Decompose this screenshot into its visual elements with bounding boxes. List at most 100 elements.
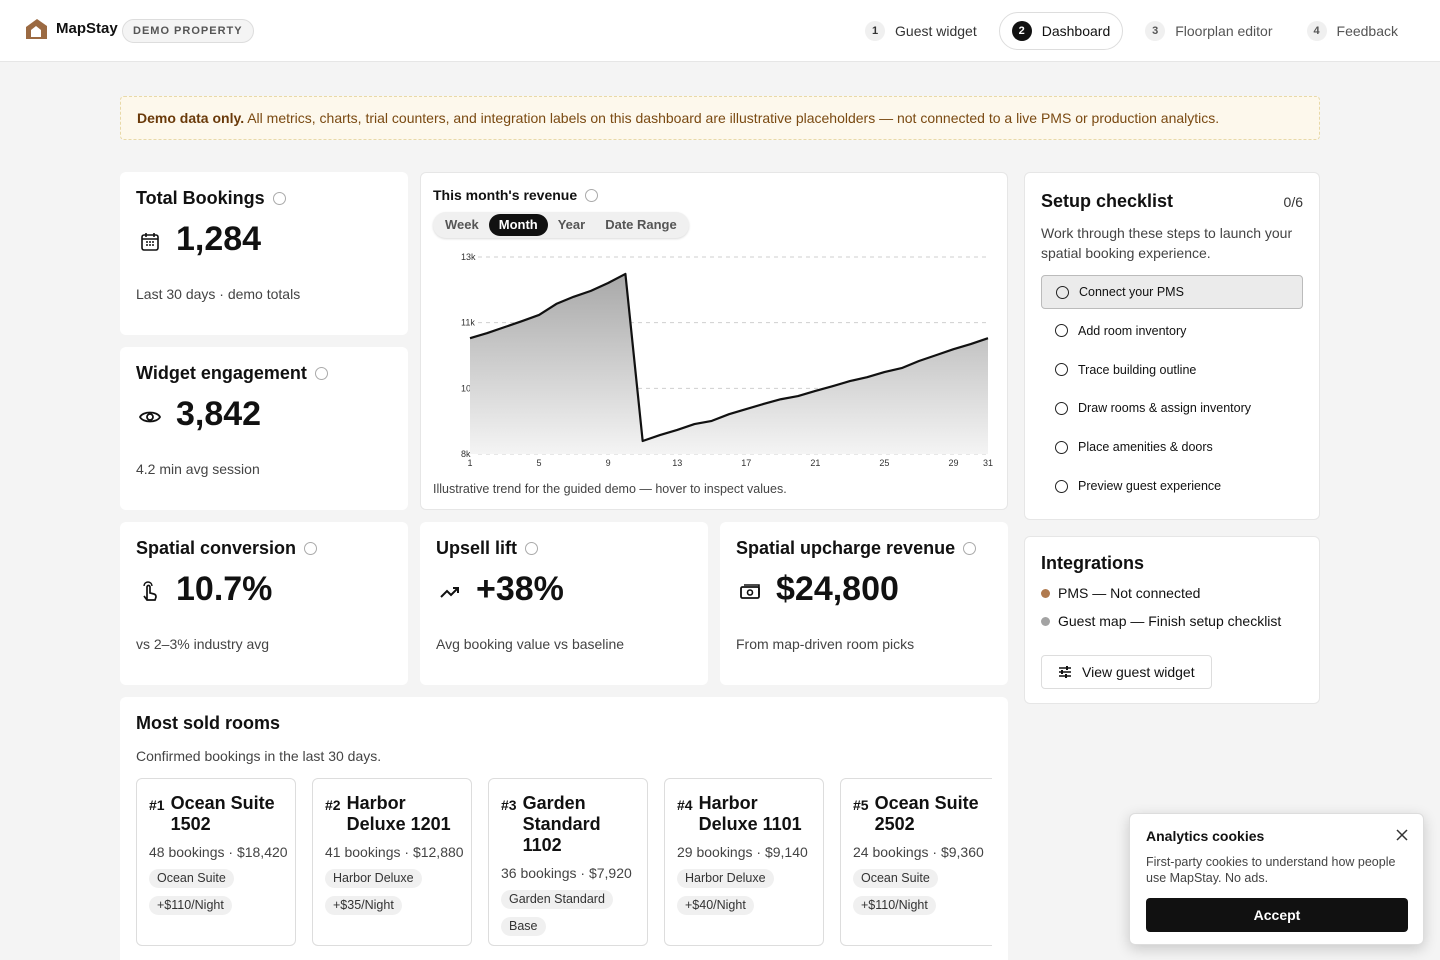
metric-title-row: Spatial upcharge revenue (736, 538, 977, 559)
room-card: #5 Ocean Suite 2502 24 bookings · $9,360 Oc… (840, 778, 992, 946)
metric-card: Upsell lift +38% Avg booking value vs base… (420, 522, 708, 685)
check-circle (1056, 285, 1069, 299)
info-icon[interactable] (272, 192, 286, 205)
room-rank: #5 (853, 797, 869, 813)
room-head: #5 Ocean Suite 2502 (853, 793, 992, 835)
room-name: Ocean Suite 2502 (874, 793, 979, 834)
integration-label: Guest map — Finish setup checklist (1058, 613, 1282, 629)
check-circle (1055, 401, 1068, 415)
room-card: #3 Garden Standard 1102 36 bookings · $7,9… (488, 778, 648, 946)
range-tab[interactable]: Month (488, 214, 548, 236)
step-nav: 1 Guest widget 2 Dashboard 3 Floorplan editor… (853, 12, 1410, 50)
nav-step[interactable]: 4 Feedback (1295, 12, 1410, 50)
checklist-item[interactable]: Draw rooms & assign inventory (1041, 391, 1303, 425)
info-icon[interactable] (314, 367, 328, 380)
room-stats: 29 bookings · $9,140 (677, 844, 808, 860)
check-circle (1055, 324, 1068, 338)
metric-value: +38% (476, 570, 564, 608)
range-tab[interactable]: Date Range (605, 217, 677, 232)
info-icon[interactable] (963, 542, 977, 555)
nav-step[interactable]: 3 Floorplan editor (1133, 12, 1284, 50)
room-rank: #2 (325, 797, 341, 813)
room-stats: 36 bookings · $7,920 (501, 865, 632, 881)
room-card: #1 Ocean Suite 1502 48 bookings · $18,420 O… (136, 778, 296, 946)
room-card: #4 Harbor Deluxe 1101 29 bookings · $9,140… (664, 778, 824, 946)
revenue-card: This month's revenue Week Month Year Date R… (420, 172, 1008, 510)
view-widget-button[interactable]: View guest widget (1041, 655, 1212, 689)
chart-caption: Illustrative trend for the guided demo —… (433, 482, 787, 496)
item-label: Add room inventory (1078, 323, 1187, 338)
metric-title-row: Widget engagement (136, 363, 328, 384)
metric-value: $24,800 (776, 570, 899, 608)
step-label: Feedback (1336, 23, 1398, 39)
metric-icon (740, 584, 760, 599)
rooms-strip: #1 Ocean Suite 1502 48 bookings · $18,420 O… (136, 778, 992, 960)
x-tick-label: 21 (810, 458, 820, 468)
item-label: Connect your PMS (1079, 285, 1184, 299)
y-tick-label: 13k (461, 252, 476, 262)
room-tag: +$40/Night (677, 896, 754, 915)
room-rank: #3 (501, 797, 517, 813)
button-label: View guest widget (1082, 664, 1195, 680)
integration-item: PMS — Not connected (1041, 585, 1200, 601)
metric-title-row: Spatial conversion (136, 538, 318, 559)
nav-step[interactable]: 2 Dashboard (998, 12, 1124, 50)
step-number: 1 (865, 21, 886, 41)
metric-icon (143, 581, 157, 601)
x-tick-label: 5 (537, 458, 542, 468)
y-tick-label: 11k (461, 318, 475, 328)
metric-note: 4.2 min avg session (136, 461, 260, 477)
checklist-item[interactable]: Connect your PMS (1041, 275, 1303, 309)
setup-checklist: Setup checklist 0/6 Work through these s… (1024, 172, 1320, 520)
status-dot (1041, 588, 1050, 598)
step-label: Floorplan editor (1175, 23, 1273, 39)
revenue-line (469, 272, 989, 443)
check-circle (1055, 479, 1068, 493)
room-rank: #4 (677, 797, 693, 813)
chart-title-row: This month's revenue (433, 187, 599, 203)
item-label: Draw rooms & assign inventory (1078, 401, 1251, 416)
info-icon[interactable] (525, 542, 539, 555)
y-tick-label: 10k (461, 383, 476, 393)
cookie-text: First-party cookies to understand how pe… (1146, 855, 1396, 885)
room-name: Garden Standard 1102 (522, 793, 601, 855)
accept-button[interactable]: Accept (1146, 898, 1408, 932)
metric-title: Spatial upcharge revenue (736, 538, 956, 558)
checklist-item[interactable]: Trace building outline (1041, 353, 1303, 387)
room-tag: +$110/Night (853, 896, 936, 915)
step-number: 3 (1145, 21, 1166, 41)
info-icon[interactable] (585, 188, 599, 202)
banner-strong: Demo data only. (137, 110, 245, 126)
room-head: #4 Harbor Deluxe 1101 (677, 793, 817, 835)
nav-step[interactable]: 1 Guest widget (853, 12, 989, 50)
x-tick-label: 13 (672, 458, 682, 468)
metric-title: Spatial conversion (136, 538, 297, 558)
integration-item: Guest map — Finish setup checklist (1041, 613, 1281, 629)
close-button[interactable] (1396, 829, 1408, 841)
room-stats: 48 bookings · $18,420 (149, 844, 288, 860)
room-tag: Base (501, 917, 546, 936)
room-head: #3 Garden Standard 1102 (501, 793, 641, 856)
room-tag: Ocean Suite (149, 869, 234, 888)
checklist-item[interactable]: Place amenities & doors (1041, 430, 1303, 464)
checklist-item[interactable]: Add room inventory (1041, 314, 1303, 348)
info-icon[interactable] (304, 542, 318, 555)
range-tab[interactable]: Year (557, 217, 586, 232)
metric-value: 10.7% (176, 570, 273, 608)
range-tabs: Week Month Year Date Range (433, 212, 689, 238)
badge: DEMO PROPERTY (122, 19, 254, 43)
checklist-item[interactable]: Preview guest experience (1041, 469, 1303, 503)
room-head: #2 Harbor Deluxe 1201 (325, 793, 465, 835)
integration-label: PMS — Not connected (1058, 585, 1201, 601)
room-tag: Harbor Deluxe (325, 869, 422, 888)
metric-value: 3,842 (176, 395, 262, 433)
room-tag: +$110/Night (149, 896, 232, 915)
metric-icon (141, 233, 159, 251)
metric-title: Total Bookings (136, 188, 265, 208)
metric-note: vs 2–3% industry avg (136, 636, 270, 652)
room-stats: 41 bookings · $12,880 (325, 844, 464, 860)
metric-card: Spatial conversion 10.7% vs 2–3% industry … (120, 522, 408, 685)
cookie-title: Analytics cookies (1146, 828, 1265, 844)
room-tag: Garden Standard (501, 890, 613, 909)
range-tab[interactable]: Week (445, 217, 479, 232)
